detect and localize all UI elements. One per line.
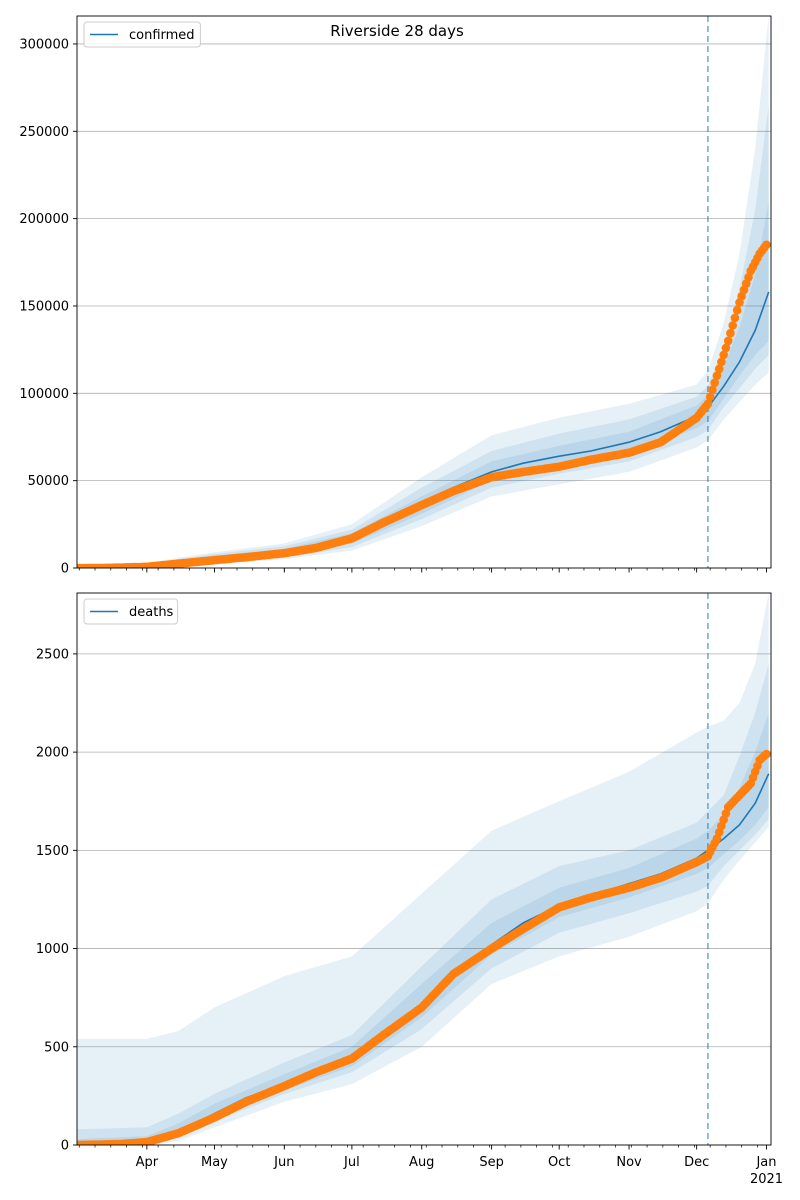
observed-point — [762, 749, 771, 759]
x-tick-label: Apr — [136, 1155, 159, 1170]
y-tick-label: 1000 — [36, 942, 69, 957]
observed-point — [726, 328, 735, 338]
y-tick-label: 0 — [61, 1139, 69, 1154]
y-tick-label: 50000 — [28, 474, 69, 489]
observed-point — [717, 357, 726, 367]
confidence-band — [77, 16, 769, 568]
y-tick-label: 150000 — [19, 299, 69, 314]
confidence-band — [77, 105, 769, 568]
y-tick-label: 2500 — [36, 647, 69, 662]
deaths-panel: 0 500 1000 1500 2000 2500 deaths Apr May Jun Jul Au… — [36, 592, 783, 1187]
plot-area — [77, 16, 771, 568]
plot-area — [77, 593, 771, 1145]
x-tick-label: Oct — [548, 1155, 570, 1170]
y-tick-label: 1500 — [36, 844, 69, 859]
x-tick-label: May — [201, 1155, 228, 1170]
legend-box — [83, 21, 201, 48]
observed-point — [705, 392, 715, 402]
confidence-band — [77, 663, 769, 1145]
x-tick-label: Nov — [616, 1155, 642, 1170]
y-tick-label: 100000 — [19, 387, 69, 402]
x-tick-label: Dec — [684, 1155, 709, 1170]
y-tick-label: 200000 — [19, 212, 69, 227]
y-tick-label: 0 — [61, 562, 69, 577]
axes-frame — [76, 15, 772, 569]
observed-point — [712, 371, 722, 381]
y-tick-label: 500 — [44, 1040, 69, 1055]
observed-point — [723, 336, 733, 346]
observed-point — [708, 385, 717, 395]
y-tick-label: 300000 — [19, 37, 69, 52]
figure-title: Riverside 28 days — [330, 22, 464, 40]
observed-point — [762, 240, 771, 250]
x-tick-label: Aug — [409, 1155, 434, 1170]
confidence-band — [77, 593, 769, 1145]
x-year-label: 2021 — [750, 1172, 783, 1187]
x-tick-label: Jan — [755, 1155, 776, 1170]
legend: deaths — [83, 598, 179, 625]
observed-point — [728, 321, 737, 330]
x-tick-label: Jul — [343, 1155, 360, 1170]
legend-label: confirmed — [129, 28, 195, 43]
x-tick-label: Sep — [479, 1155, 504, 1170]
observed-point — [721, 343, 731, 353]
observed-point — [719, 350, 728, 360]
observed-point — [732, 305, 742, 315]
observed-point — [710, 378, 719, 388]
y-tick-label: 2000 — [36, 746, 69, 761]
observed-point — [703, 399, 713, 409]
y-tick-label: 250000 — [19, 125, 69, 140]
legend-box — [83, 598, 179, 625]
observed-point — [730, 313, 740, 323]
axes-frame — [76, 592, 772, 1146]
legend-label: deaths — [129, 605, 174, 620]
confirmed-panel: 0 50000 100000 150000 200000 250000 300000 conf… — [19, 15, 772, 577]
legend: confirmed — [83, 21, 201, 48]
observed-point — [714, 364, 724, 374]
x-tick-label: Jun — [273, 1155, 294, 1170]
